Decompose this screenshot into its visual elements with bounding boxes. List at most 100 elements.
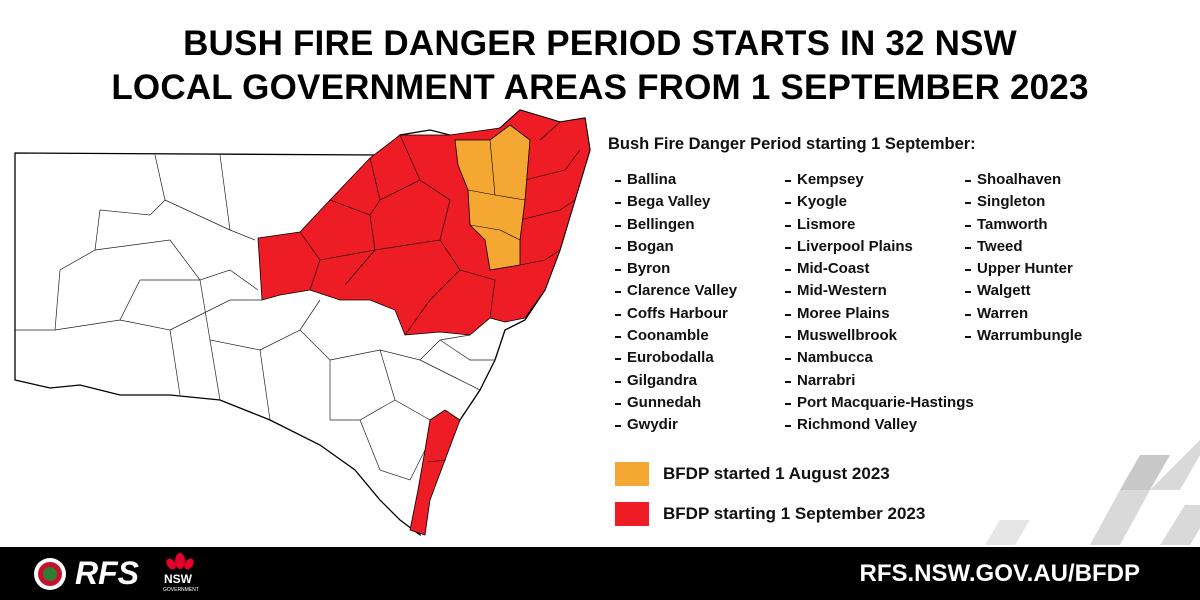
bullet-dash <box>615 425 621 428</box>
lga-name: Kempsey <box>797 171 864 188</box>
bullet-dash <box>785 202 791 205</box>
bullet-dash <box>615 269 621 272</box>
lga-item: Kempsey <box>785 171 974 193</box>
bullet-dash <box>615 336 621 339</box>
nsw-map <box>14 109 591 537</box>
bullet-dash <box>615 202 621 205</box>
lga-name: Bogan <box>627 237 674 255</box>
bullet-dash <box>965 291 971 294</box>
bullet-dash <box>965 313 971 316</box>
bullet-dash <box>785 313 791 316</box>
legend-entry: BFDP started 1 August 2023 <box>615 462 890 486</box>
nsw-sub: GOVERNMENT <box>163 587 199 593</box>
lga-item: Byron <box>615 260 737 282</box>
lga-name: Narrabri <box>797 371 856 389</box>
lga-item: Bogan <box>615 238 737 260</box>
lga-name: Tamworth <box>977 215 1048 233</box>
lga-item: Gilgandra <box>615 372 737 394</box>
lga-item: Liverpool Plains <box>785 238 974 260</box>
lga-name: Lismore <box>797 215 856 233</box>
lga-item: Richmond Valley <box>785 416 974 438</box>
bullet-dash <box>615 313 621 316</box>
bullet-dash <box>615 291 621 294</box>
bullet-dash <box>785 425 791 428</box>
legend-entry: BFDP starting 1 September 2023 <box>615 502 925 526</box>
lga-item: Tamworth <box>965 216 1082 238</box>
bullet-dash <box>785 402 791 405</box>
bullet-dash <box>785 269 791 272</box>
bullet-dash <box>785 180 791 182</box>
bullet-dash <box>785 336 791 339</box>
lga-name: Upper Hunter <box>977 260 1073 278</box>
bullet-dash <box>785 380 791 383</box>
bullet-dash <box>615 180 621 182</box>
legend-swatch <box>615 462 649 486</box>
legend-swatch <box>615 502 649 526</box>
lga-column: Ballina Bega Valley Bellingen Bogan Byron Cla… <box>615 171 737 439</box>
lga-item: Warrumbungle <box>965 327 1082 349</box>
bullet-dash <box>965 224 971 227</box>
lga-item: Singleton <box>965 193 1082 215</box>
lga-item: Shoalhaven <box>965 171 1082 193</box>
lga-name: Warrumbungle <box>977 327 1083 345</box>
lga-name: Mid-Western <box>797 282 887 300</box>
bullet-dash <box>785 246 791 249</box>
url: RFS.NSW.GOV.AU/BFDP <box>859 560 1140 587</box>
lga-name: Shoalhaven <box>977 171 1062 188</box>
rfs-logo-text: RFS <box>75 555 139 591</box>
lga-item: Mid-Coast <box>785 260 974 282</box>
lga-name: Mid-Coast <box>797 260 870 278</box>
lga-item: Moree Plains <box>785 305 974 327</box>
bullet-dash <box>615 246 621 249</box>
list-heading: Bush Fire Danger Period starting 1 Septe… <box>608 135 976 153</box>
lga-item: Lismore <box>785 216 974 238</box>
lga-name: Ballina <box>627 171 677 188</box>
lga-item: Narrabri <box>785 372 974 394</box>
rfs-emblem <box>34 558 66 590</box>
lga-name: Liverpool Plains <box>797 237 913 255</box>
waratah <box>166 553 194 570</box>
lga-name: Tweed <box>977 237 1023 255</box>
lga-item: Warren <box>965 305 1082 327</box>
lga-name: Muswellbrook <box>797 327 898 345</box>
lga-column: Shoalhaven Singleton Tamworth Tweed Upper Hu… <box>965 171 1082 349</box>
bullet-dash <box>965 269 971 272</box>
bullet-dash <box>615 224 621 227</box>
lga-item: Eurobodalla <box>615 349 737 371</box>
lga-name: Walgett <box>977 282 1031 300</box>
nsw-text: NSW <box>164 572 192 586</box>
title-line: LOCAL GOVERNMENT AREAS FROM 1 SEPTEMBER … <box>111 68 1089 107</box>
lga-item: Nambucca <box>785 349 974 371</box>
lga-name: Byron <box>627 260 671 278</box>
legend-label: BFDP starting 1 September 2023 <box>663 504 926 523</box>
lga-item: Coonamble <box>615 327 737 349</box>
lga-name: Clarence Valley <box>627 282 738 300</box>
lga-item: Bellingen <box>615 216 737 238</box>
lga-item: Upper Hunter <box>965 260 1082 282</box>
bullet-dash <box>615 358 621 361</box>
bullet-dash <box>785 291 791 294</box>
lga-name: Bellingen <box>627 215 695 233</box>
lga-name: Gunnedah <box>627 393 702 411</box>
bullet-dash <box>615 380 621 383</box>
lga-name: Gilgandra <box>627 371 698 389</box>
bullet-dash <box>965 202 971 205</box>
lga-item: Mid-Western <box>785 282 974 304</box>
lga-item: Bega Valley <box>615 193 737 215</box>
footer: RFS NSW GOVERNMENT RFS.NSW.GOV.AU/BFDP <box>0 547 1200 600</box>
lga-name: Eurobodalla <box>627 349 714 367</box>
lga-item: Port Macquarie-Hastings <box>785 394 974 416</box>
lga-item: Gwydir <box>615 416 737 438</box>
lga-item: Muswellbrook <box>785 327 974 349</box>
lga-name: Coonamble <box>627 327 709 345</box>
lga-item: Ballina <box>615 171 737 193</box>
lga-name: Bega Valley <box>627 193 711 211</box>
bullet-dash <box>965 180 971 182</box>
lga-item: Walgett <box>965 282 1082 304</box>
bullet-dash <box>965 336 971 339</box>
lga-item: Kyogle <box>785 193 974 215</box>
lga-name: Warren <box>977 304 1029 322</box>
